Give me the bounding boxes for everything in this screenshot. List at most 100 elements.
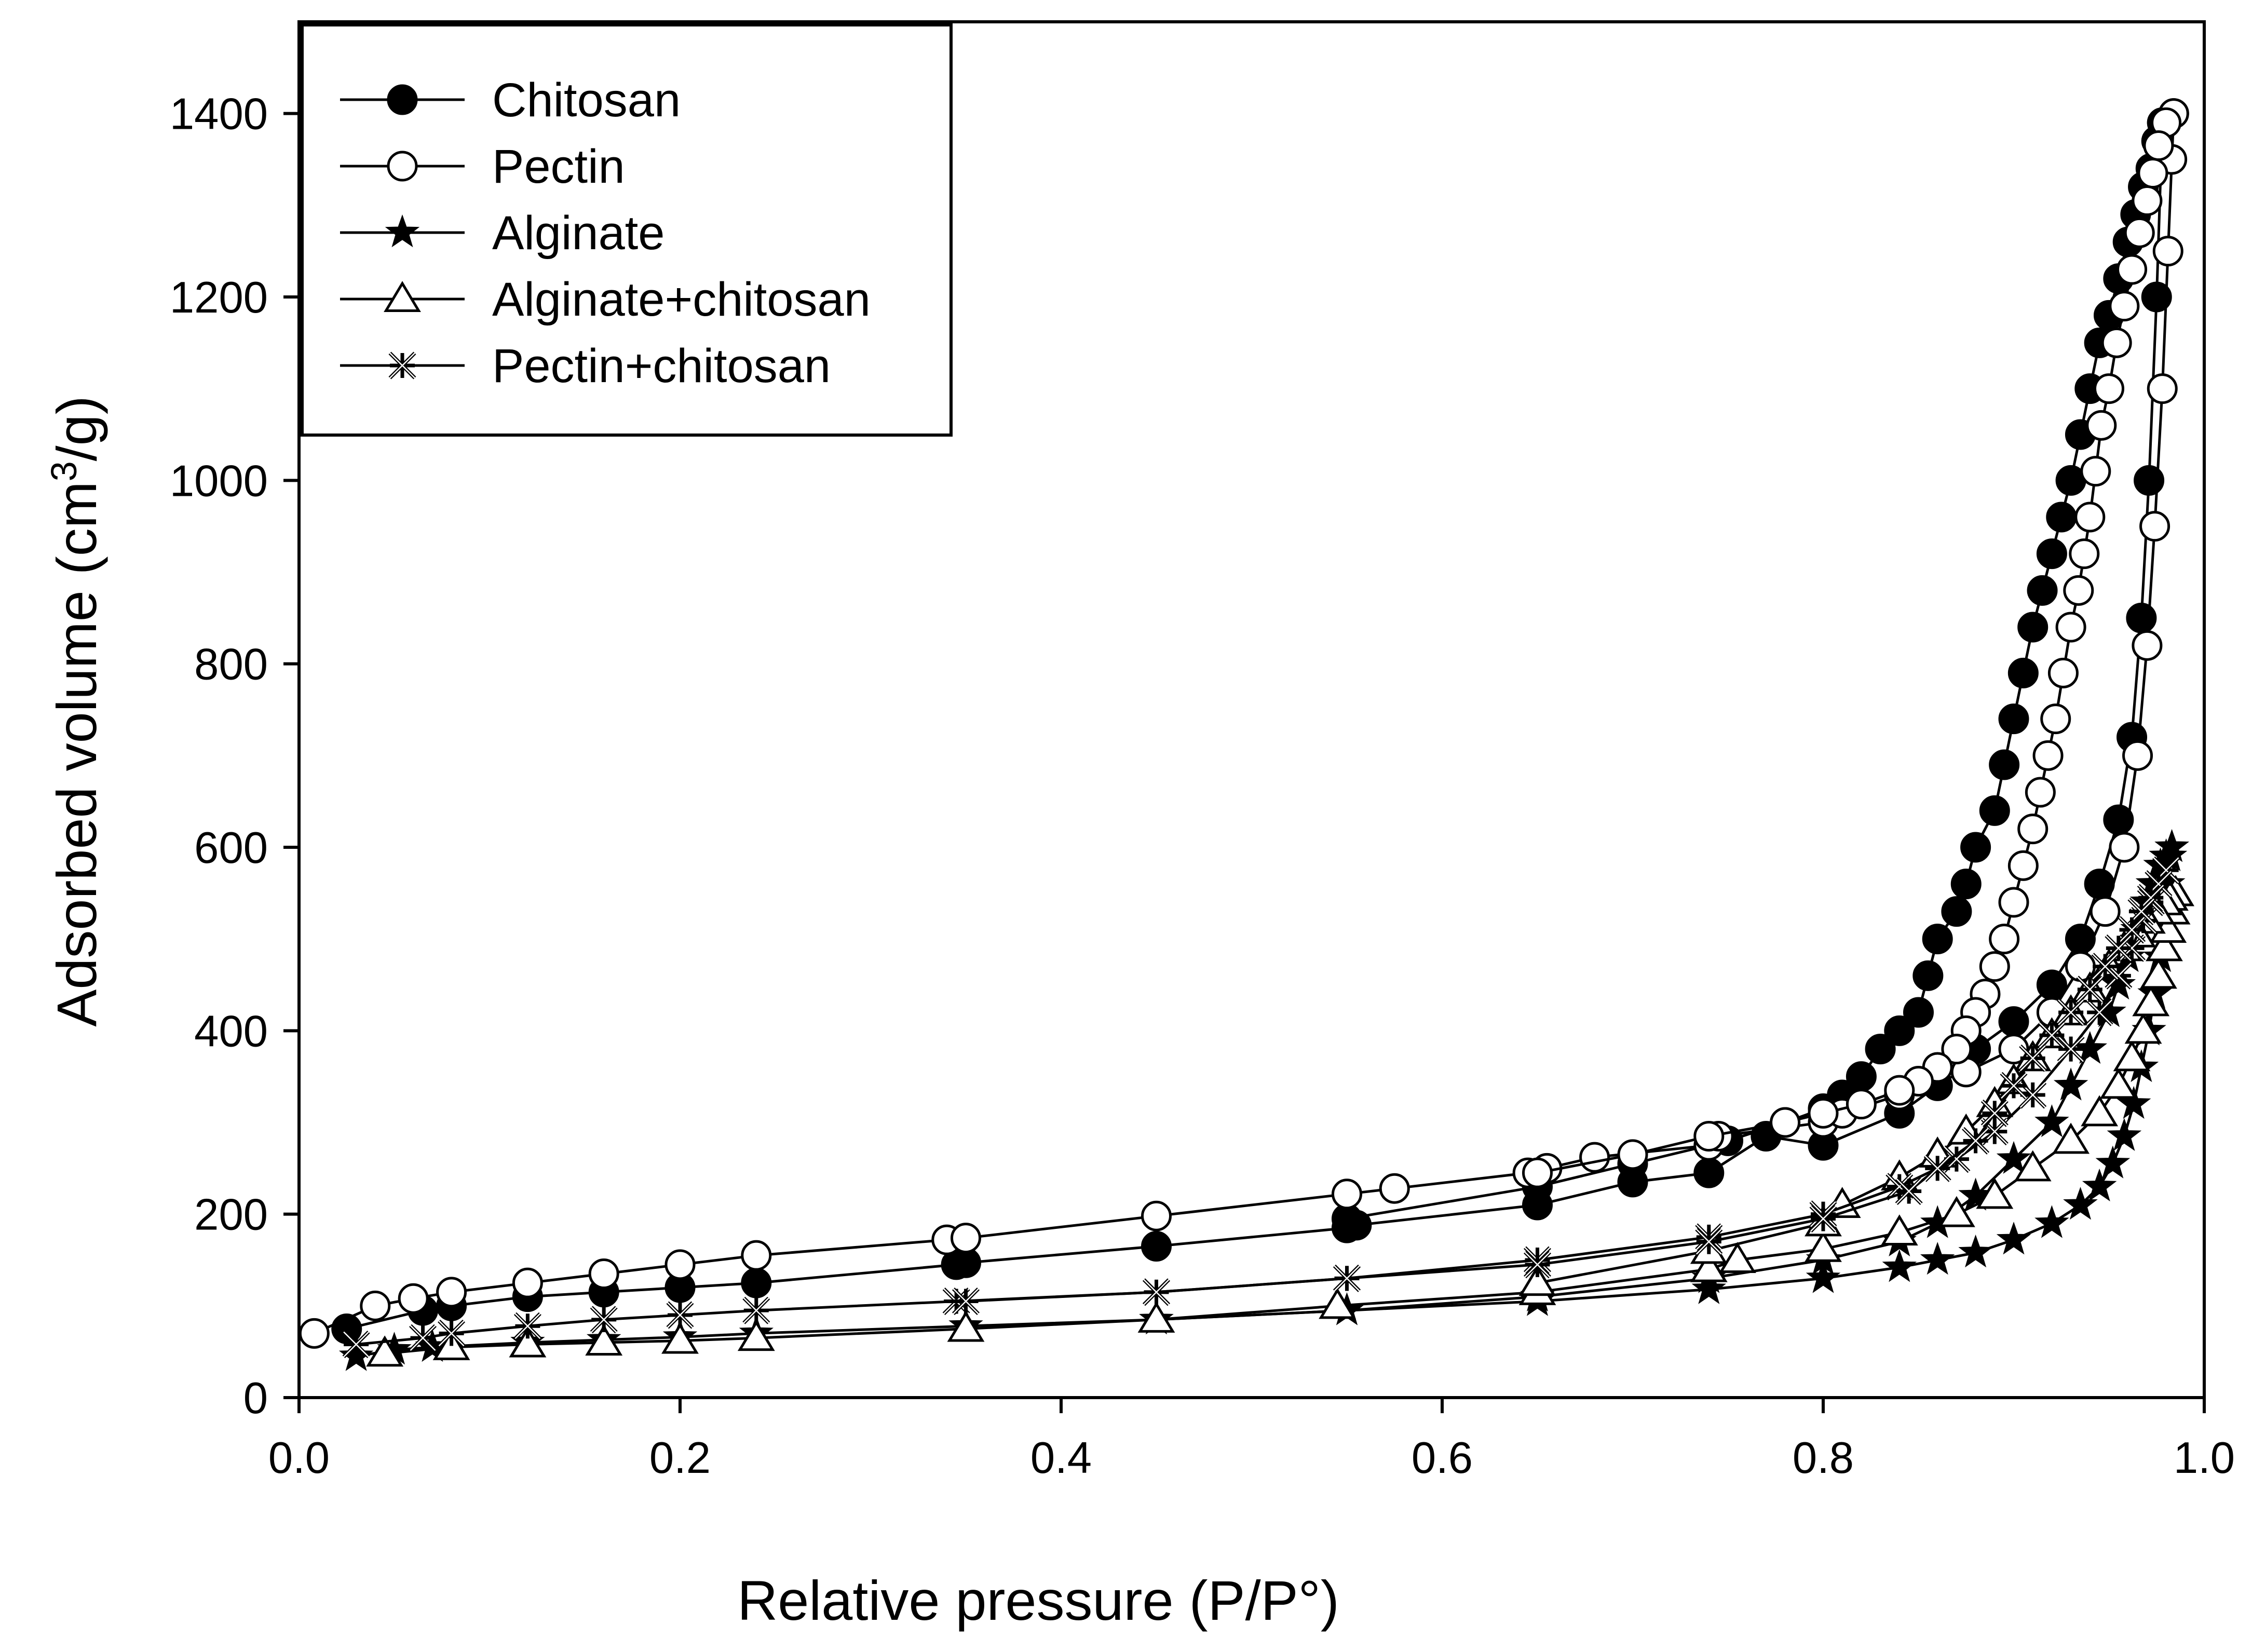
legend-marker [387,151,418,182]
alginate-chitosan-data-point [737,1320,775,1351]
series-pectin [299,98,2189,1349]
alginate-chitosan-data-point [1880,1214,1918,1245]
pectin-data-point [664,1249,696,1280]
pectin-chitosan-data-point [342,1331,370,1359]
pectin-data-point [1617,1139,1648,1170]
alginate-data-point [2034,1104,2069,1138]
alginate-chitosan-data-point [947,1310,985,1342]
pectin-chitosan-data-point [742,1296,770,1324]
pectin-data-point [1884,1075,1915,1106]
alginate-chitosan-adsorption-line [384,892,2177,1355]
chitosan-data-point [1950,869,1982,900]
pectin-chitosan-data-point [1143,1278,1170,1306]
pectin-chitosan-data-point [666,1301,694,1329]
pectin-chitosan-data-point [438,1319,466,1347]
pectin-chitosan-data-point [1980,1099,2009,1127]
pectin-data-point [1522,1157,1553,1188]
series-pectin-chitosan [342,856,2180,1359]
pectin-data-point [398,1283,429,1314]
pectin-data-point [2032,740,2064,771]
chitosan-data-point [741,1267,772,1298]
chitosan-data-point [1922,924,1953,955]
axis-layer: 0.0 0.2 0.4 0.6 0.8 1.0 0 200 400 600 800 1000 1200 1… [170,90,2235,1483]
chitosan-data-point [1998,1006,2029,1037]
legend: Chitosan Pectin Alginate Alginate+chitosan P… [301,23,953,437]
pectin-data-point [2109,291,2140,322]
legend-item-alginate-chitosan: Alginate+chitosan [340,273,871,326]
pectin-chitosan-data-point [2118,916,2146,944]
pectin-data-point [2117,254,2148,285]
alginate-data-point [1920,1241,1955,1275]
pectin-data-point [588,1258,619,1289]
chitosan-data-point [2065,924,2096,955]
pectin-data-point [2094,373,2124,404]
y-tick-label: 800 [194,640,268,689]
alginate-chitosan-data-point [2081,1095,2119,1127]
chitosan-data-point [1998,703,2029,735]
alginate-data-point [1996,1141,2031,1174]
alginate-chitosan-data-point [1718,1242,1756,1273]
alginate-data-point [1806,1260,1841,1293]
pectin-data-point [2137,158,2168,188]
legend-label: Pectin [492,140,625,193]
chitosan-data-point [1884,1015,1915,1046]
pectin-chitosan-data-point [2000,1072,2028,1100]
pectin-data-point [1989,924,2020,955]
alginate-chitosan-data-point [661,1322,699,1354]
pectin-data-point [2069,538,2100,570]
legend-label: Pectin+chitosan [492,340,831,392]
legend-label: Chitosan [492,74,681,127]
pectin-data-point [2047,657,2079,688]
alginate-chitosan-data-point [1976,1177,2014,1209]
pectin-chitosan-data-point [2145,870,2173,898]
pectin-chitosan-data-point [1333,1264,1361,1292]
pectin-chitosan-data-point [2019,1044,2047,1072]
chitosan-data-point [2036,538,2067,570]
pectin-data-point [299,1318,330,1349]
x-tick-label: 0.0 [268,1433,330,1483]
chitosan-data-point [1912,960,1944,991]
legend-item-chitosan: Chitosan [340,74,681,127]
legend-item-pectin: Pectin [340,140,625,193]
pectin-data-point [2055,612,2086,643]
chitosan-data-point [1865,1034,1896,1065]
pectin-data-point [2147,373,2178,404]
legend-item-pectin-chitosan: Pectin+chitosan [340,340,831,392]
x-tick-label: 0.2 [649,1433,711,1483]
pectin-data-point [2132,630,2163,661]
alginate-chitosan-data-point [2140,957,2177,989]
y-tick-label: 200 [194,1190,268,1240]
pectin-data-point [2025,777,2056,808]
alginate-data-point [1996,1222,2031,1255]
alginate-chitosan-data-point [509,1326,547,1358]
pectin-data-point [2063,575,2094,606]
pectin-data-point [512,1267,543,1298]
pectin-data-point [2132,185,2163,216]
y-tick-label: 0 [243,1374,268,1423]
pectin-chitosan-data-point [952,1288,980,1315]
y-axis-title-main: Adsorbed volume (cm [45,481,108,1026]
chitosan-data-point [2017,612,2048,643]
pectin-data-point [2143,130,2174,161]
alginate-data-point [1691,1271,1727,1304]
pectin-data-point [2017,814,2048,845]
pectin-data-point [1979,951,2010,982]
alginate-chitosan-data-point [1805,1230,1842,1262]
y-axis-title-superscript: 3 [44,461,84,481]
pectin-chitosan-desorption-line [966,869,2167,1303]
pectin-data-point [1141,1200,1172,1231]
pectin-chitosan-data-point [1895,1177,1923,1205]
pectin-chitosan-data-point [409,1324,437,1352]
alginate-chitosan-data-point [2052,1122,2090,1154]
y-tick-label: 1400 [170,90,268,139]
alginate-chitosan-data-point [1518,1265,1556,1296]
alginate-chitosan-data-point [1937,1196,1975,1227]
alginate-data-point [2053,1067,2088,1101]
alginate-data-point [2107,1118,2142,1151]
chitosan-data-point [1960,832,1991,863]
pectin-data-point [951,1223,981,1254]
series-layer [299,98,2194,1371]
pectin-data-point [2139,511,2170,542]
alginate-data-point [1958,1234,1993,1268]
pectin-data-point [360,1290,391,1321]
